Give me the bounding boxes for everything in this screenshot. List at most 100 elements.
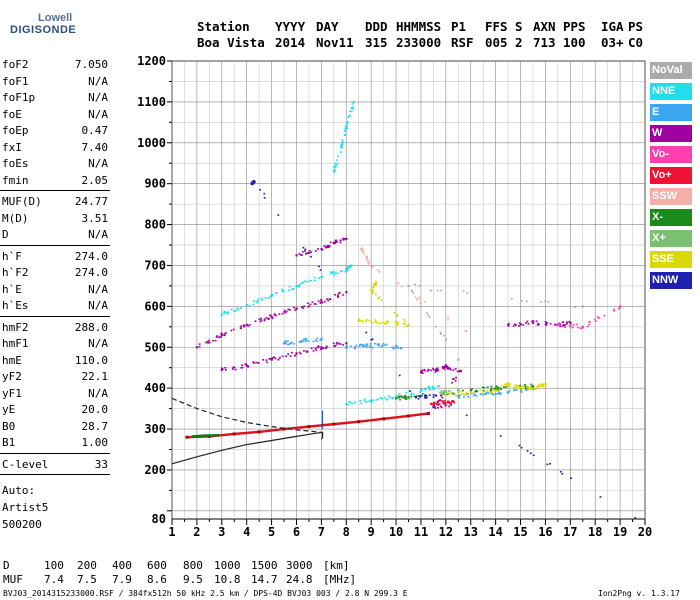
echo-speck <box>329 272 332 275</box>
echo-speck <box>206 340 209 343</box>
echo-speck <box>332 342 335 345</box>
echo-speck <box>390 305 393 308</box>
echo-speck <box>383 396 386 399</box>
echo-speck <box>455 376 458 379</box>
param-row: C-level 33 <box>2 457 108 473</box>
echo-speck <box>335 159 338 161</box>
echo-point <box>414 396 418 399</box>
echo-speck <box>333 274 336 276</box>
echo-speck <box>546 463 549 466</box>
echo-speck <box>458 370 460 373</box>
echo-speck <box>224 332 227 334</box>
echo-speck <box>232 328 235 331</box>
echo-speck <box>499 393 502 396</box>
echo-speck <box>271 357 274 359</box>
echo-speck <box>404 320 407 323</box>
param-key: B1 <box>2 436 16 449</box>
echo-speck <box>518 325 521 327</box>
echo-speck <box>521 387 524 390</box>
echo-speck <box>349 265 351 268</box>
echo-speck <box>326 298 328 300</box>
echo-speck <box>377 343 380 346</box>
echo-speck <box>335 239 337 242</box>
echo-speck <box>207 342 210 344</box>
echo-speck <box>479 393 482 395</box>
echo-speck <box>446 368 449 370</box>
echo-speck <box>536 386 538 389</box>
echo-speck <box>553 323 556 326</box>
echo-speck <box>304 248 307 251</box>
echo-speck <box>516 387 519 389</box>
echo-speck <box>396 322 399 324</box>
echo-speck <box>472 392 475 395</box>
echo-speck <box>236 307 239 310</box>
x-tick-label: 15 <box>513 525 527 539</box>
echo-speck <box>406 325 408 327</box>
echo-speck <box>427 368 430 371</box>
echo-speck <box>503 383 506 386</box>
echo-speck <box>257 361 260 364</box>
echo-speck <box>240 325 242 328</box>
echo-speck <box>365 259 368 262</box>
echo-speck <box>545 324 548 326</box>
echo-speck <box>334 241 337 243</box>
echo-speck <box>450 401 453 404</box>
echo-speck <box>243 324 246 327</box>
y-tick-label: 700 <box>144 258 166 272</box>
param-row: fmin 2.05 <box>2 173 108 189</box>
echo-speck <box>320 300 323 303</box>
echo-speck <box>444 390 446 393</box>
echo-speck <box>353 347 356 350</box>
echo-speck <box>259 188 262 191</box>
echo-speck <box>476 390 479 393</box>
echo-speck <box>494 393 497 396</box>
echo-speck <box>588 323 590 326</box>
echo-speck <box>525 300 528 303</box>
legend-item: SSE <box>650 251 692 268</box>
echo-speck <box>223 334 226 336</box>
echo-speck <box>341 140 344 143</box>
echo-speck <box>334 293 336 296</box>
echo-speck <box>399 398 401 401</box>
header-label: IGA <box>601 19 624 34</box>
echo-speck <box>528 387 531 390</box>
echo-speck <box>428 387 431 389</box>
param-value: 1.00 <box>81 436 109 449</box>
echo-speck <box>384 344 386 347</box>
echo-speck <box>451 377 454 380</box>
echo-speck <box>305 253 307 255</box>
echo-speck <box>350 345 352 347</box>
echo-speck <box>520 446 523 449</box>
echo-point <box>556 323 560 326</box>
header-label: DDD <box>365 19 388 34</box>
echo-speck <box>519 387 522 390</box>
echo-speck <box>290 288 293 291</box>
echo-speck <box>400 394 403 397</box>
echo-speck <box>519 324 522 326</box>
echo-speck <box>374 282 376 285</box>
echo-speck <box>365 255 368 258</box>
echo-speck <box>348 266 351 269</box>
echo-point <box>220 313 223 316</box>
x-tick-label: 10 <box>389 525 403 539</box>
echo-speck <box>223 310 226 313</box>
echo-speck <box>321 249 324 251</box>
echo-speck <box>386 398 389 401</box>
echo-speck <box>263 197 266 199</box>
echo-point <box>375 280 378 284</box>
echo-speck <box>252 182 254 185</box>
echo-speck <box>220 367 223 369</box>
echo-speck <box>490 389 492 392</box>
echo-speck <box>389 396 392 399</box>
echo-speck <box>335 164 338 166</box>
echo-speck <box>372 290 375 293</box>
echo-speck <box>339 343 342 345</box>
echo-speck <box>378 271 381 273</box>
echo-speck <box>307 340 310 342</box>
echo-speck <box>518 322 521 325</box>
echo-speck <box>328 298 331 300</box>
echo-speck <box>500 388 502 390</box>
echo-speck <box>353 401 356 404</box>
echo-speck <box>438 400 441 402</box>
echo-speck <box>268 317 270 320</box>
